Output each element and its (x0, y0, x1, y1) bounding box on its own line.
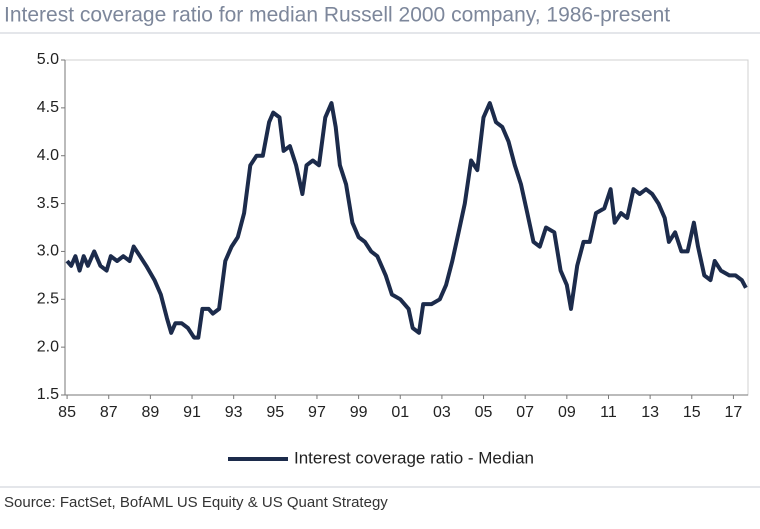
y-tick-label: 5.0 (37, 51, 59, 68)
x-tick-label: 87 (100, 404, 118, 421)
y-tick-label: 4.5 (37, 99, 59, 116)
plot-frame (64, 59, 749, 396)
x-tick-label: 09 (558, 404, 576, 421)
x-tick-label: 85 (58, 404, 76, 421)
y-tick-label: 4.0 (37, 147, 59, 164)
x-tick-label: 89 (141, 404, 159, 421)
legend-label: Interest coverage ratio - Median (294, 448, 534, 467)
y-tick-label: 1.5 (37, 386, 59, 403)
source: Source: FactSet, BofAML US Equity & US Q… (4, 494, 388, 511)
y-tick-label: 2.5 (37, 291, 59, 308)
x-tick-label: 13 (641, 404, 659, 421)
x-tick-label: 15 (683, 404, 701, 421)
y-tick-label: 2.0 (37, 338, 59, 355)
chart-title: Interest coverage ratio for median Russe… (4, 4, 670, 27)
x-tick-label: 95 (266, 404, 284, 421)
x-tick-label: 17 (725, 404, 743, 421)
x-tick-label: 01 (391, 404, 409, 421)
x-tick-label: 03 (433, 404, 451, 421)
x-tick-label: 91 (183, 404, 201, 421)
y-tick-label: 3.5 (37, 195, 59, 212)
x-tick-label: 05 (475, 404, 493, 421)
x-tick-label: 97 (308, 404, 326, 421)
x-tick-label: 07 (516, 404, 534, 421)
y-tick-label: 3.0 (37, 243, 59, 260)
x-tick-label: 93 (225, 404, 243, 421)
x-tick-label: 11 (600, 404, 617, 421)
x-tick-label: 99 (350, 404, 368, 421)
data-line (65, 101, 748, 340)
